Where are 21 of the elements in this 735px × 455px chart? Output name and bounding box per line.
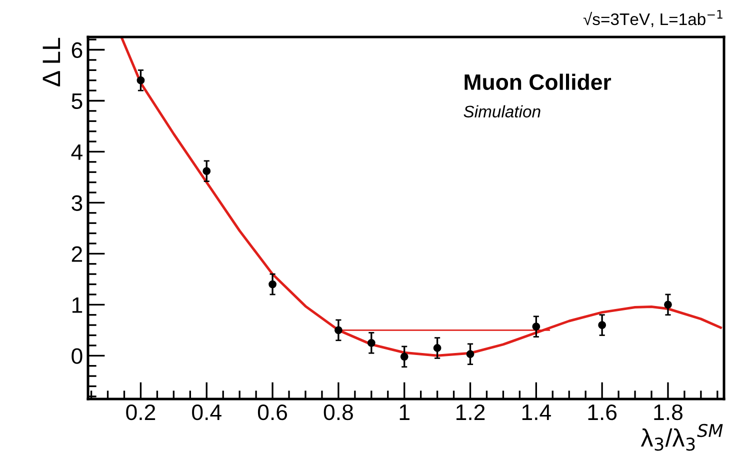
y-tick-label: 3 <box>72 195 82 211</box>
y-tick-label: 4 <box>71 144 82 160</box>
x-tick-label: 1 <box>400 404 410 420</box>
x-tick-label: 0.8 <box>324 404 353 420</box>
x-tick-label: 1.6 <box>588 404 617 420</box>
x-tick-label: 0.4 <box>192 404 222 420</box>
x-tick-label: 1.8 <box>654 404 682 420</box>
x-tick-label: 1.4 <box>522 404 551 420</box>
x-tick-label: 1.2 <box>456 404 485 420</box>
y-tick-label: 5 <box>72 93 82 110</box>
y-tick-label: 0 <box>72 348 82 364</box>
x-tick-label: 0.2 <box>126 404 156 420</box>
x-axis-title: λ$_{3}$/λ$_{3}$$^{SM}$ <box>640 424 723 451</box>
annotation: Muon Collider <box>464 74 612 90</box>
y-tick-label: 1 <box>72 297 82 313</box>
y-tick-label: 6 <box>72 42 82 58</box>
y-axis-title: Δ LL <box>42 38 60 86</box>
text: √s=3TeV, L=1ab$^{−1}$ <box>583 10 722 28</box>
x-tick-label: 0.6 <box>258 404 288 420</box>
annotation: Simulation <box>464 105 540 118</box>
y-tick-label: 2 <box>72 246 82 262</box>
